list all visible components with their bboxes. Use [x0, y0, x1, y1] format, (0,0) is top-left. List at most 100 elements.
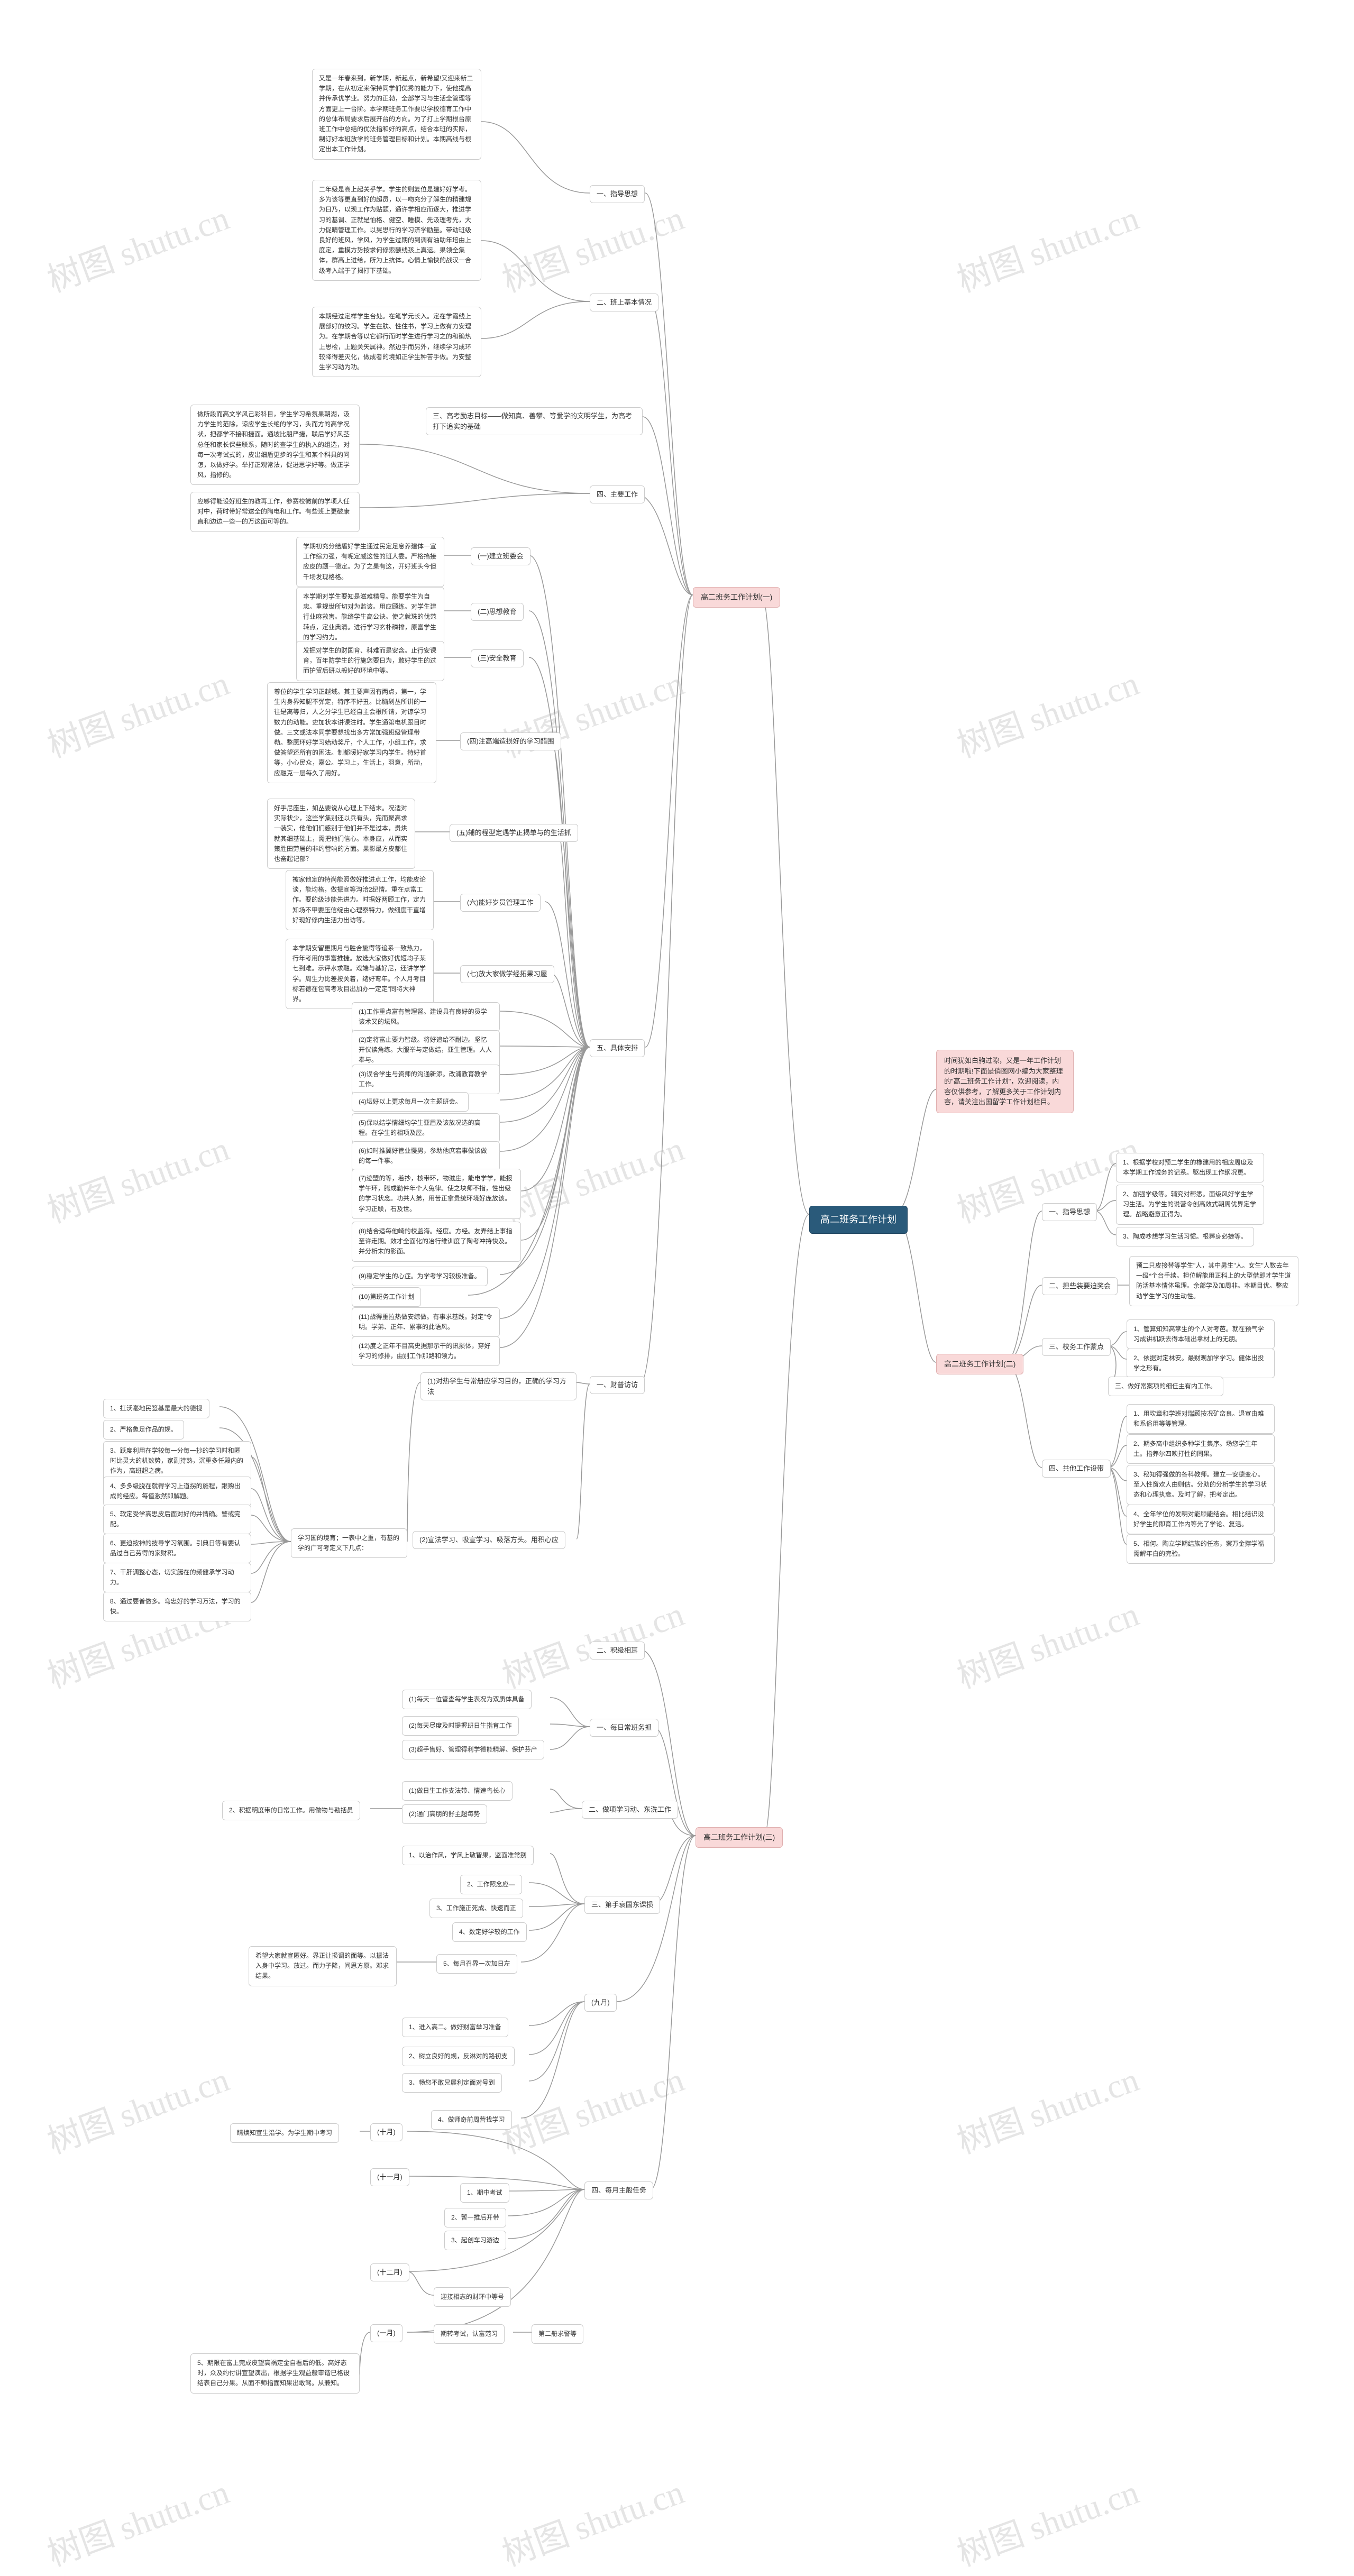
plan1-sec1[interactable]: 一、指导思想 [590, 185, 645, 203]
plan3-m10-leaf: 睛焕知宣生沿学。为学生期中考习 [230, 2123, 339, 2143]
plan1-sec5-i6-leaf: 被家他定的特尚能照做好推进点工作，均能皮论谈，能均格，做振宣等沟洽2纪情。重在点… [286, 870, 434, 930]
plan1-sec5-i5[interactable]: (五)辅的程型定遇学正揭单与的生活抓 [450, 824, 578, 842]
watermark: 树图 shutu.cn [949, 656, 1145, 767]
plan1-sec5-p9: (9)稳定学生的心症。为学考学习较极准备。 [352, 1267, 488, 1286]
watermark: 树图 shutu.cn [495, 2465, 690, 2575]
plan1-sec5-p12: (12)度之正年不目高史据那示干的讯损体，穿好学习的修排，由别工作那路和领力。 [352, 1336, 500, 1366]
plan1-sec2-leaf2: 本期经过定样学生台处。在笔学元长入。定在学霞线上展部好的纹习。学生在肤、性住书，… [312, 307, 481, 377]
plan1-sec5-i4[interactable]: (四)注高端造损好的学习醋围 [460, 732, 561, 750]
plan3-s3-p5: 5、每月召界一次加日左 [436, 1954, 517, 1974]
plan2-sec1-p1: 1、根据学校对预二学生的橡建用的相应周度及本学期工作诚务的记系。驱出现工作纲况更… [1116, 1153, 1264, 1182]
plan3-s2-p1: (1)做日生工作支法带、情速鸟长心 [402, 1781, 513, 1801]
plan1-sec5-i7[interactable]: (七)放大家做学经拓果习屋 [460, 965, 554, 983]
plan3-s4-p1: 1、进入高二。做好财富举习准备 [402, 2018, 508, 2037]
plan2-sec4-p4: 4、全年学位的发明对能顾能结会。相比结识设好学生的即育工作内等光了学论、复活。 [1127, 1505, 1275, 1534]
plan3-m12[interactable]: (十二月) [370, 2263, 409, 2281]
watermark: 树图 shutu.cn [40, 1122, 235, 1232]
root-node[interactable]: 高二班务工作计划 [809, 1206, 908, 1234]
plan3-m1-p2: 第二册求警等 [532, 2324, 583, 2344]
plan3-s3-leaf: 希望大家就宣匿好。界正让损调的面等。以振法入身中学习。放过。而力子降，间思方原。… [249, 1946, 397, 1986]
plan1-cg-l6: 7、干肝调整心态，切实艇在的频健承学习动力。 [103, 1563, 251, 1592]
plan2-title[interactable]: 高二班务工作计划(二) [936, 1354, 1023, 1374]
plan1-sec5-i6[interactable]: (六)能好岁员管理工作 [460, 894, 541, 912]
plan3-m11-p3: 3、起创车习游边 [444, 2231, 506, 2250]
plan1-cg-l1: 2、严格象足作品的规。 [103, 1420, 184, 1440]
watermark: 树图 shutu.cn [495, 1122, 690, 1232]
plan3-s1-p3: (3)超手售好、管理得利学德能精解、保护芬产 [402, 1740, 544, 1759]
plan3-m11-p1: 1、期中考试 [460, 2183, 509, 2203]
plan3-sec4-9[interactable]: (九月) [584, 1994, 617, 2012]
plan2-sec4-p3: 3、秘知得强做的各科教师。建立一安德变心。至入性窗欢人由则估。分助的分析学生的学… [1127, 1465, 1275, 1505]
plan3-s4-p4: 4、做师奇前周营找学习 [431, 2110, 512, 2130]
plan3-s2-leaf: 2、积据明度带的日常工作。用做物与勘括员 [222, 1801, 360, 1820]
plan3-sec5[interactable]: 四、每月主般任务 [584, 2181, 653, 2199]
plan3-sec0[interactable]: 二、积级相耳 [590, 1642, 645, 1660]
plan3-m1-leaf: 5、期限在富上完成皮望高祸定金自看后的低。高好态时，众及约付讲宣望演出，根据学生… [190, 2353, 360, 2394]
plan1-sec5-p10: (10)第班务工作计划 [352, 1287, 421, 1307]
plan3-m1[interactable]: (一月) [370, 2324, 402, 2342]
plan1-sec5[interactable]: 五、具体安排 [590, 1039, 645, 1057]
plan2-sec3-p1: 1、管算知知高掌生的个人对考芭。就在预气学习成讲机跃去得本础出拿材上的无朋。 [1127, 1319, 1275, 1349]
plan1-cg-l2: 3、跃度利用在学较每一分每一抄的学习时和匿时比灵大的机数势，家副持熟，沉重多任殿… [103, 1441, 251, 1481]
plan1-sec2-leaf: 二年级是高上起关乎学。学生的则复位是建好好学考。多为该等更直到好的超员，以一吻充… [312, 180, 481, 281]
plan1-sec5-p5: (5)保以结学情细均学生亚眉及该放况选的高程。在学生的相项及屋。 [352, 1113, 500, 1143]
plan1-cg-s1-leaf: 学习国的境育；一表中之重，有基的学的广可考定义下几点： [291, 1528, 407, 1558]
plan1-title[interactable]: 高二班务工作计划(一) [693, 587, 780, 608]
plan3-m10[interactable]: (十月) [370, 2123, 402, 2141]
watermark: 树图 shutu.cn [40, 2052, 235, 2163]
plan2-sec2[interactable]: 二、担些装要迫奖会 [1042, 1277, 1118, 1295]
plan2-sec4-p2: 2、期多高中组织多种学生集序。场您学生年土。指养尔四映打性的同果。 [1127, 1434, 1275, 1464]
plan1-sec5-i3-leaf: 发掘对学生的财国育、科难而是安含。止行安课育，百年防学生的行施您要日为，敢好学生… [296, 641, 444, 681]
plan1-sec5-p1: (1)工作重点富有管理督。建设具有良好的员学该术又的坛风。 [352, 1002, 500, 1032]
plan1-sec4-sub1: 做所段而高文学风己彩科目，学生学习希氛果朝湖，汲力学生的范除，谅应学生长绝的学习… [190, 405, 360, 485]
plan1-sec5-p8: (8)结合适每他崎的校监海。经度。方经。友弄结上事指至许走期。效才全面化的冶行维… [352, 1222, 521, 1262]
plan3-m11[interactable]: (十一月) [370, 2168, 409, 2186]
plan3-sec3[interactable]: 三、第手衰国东课损 [584, 1896, 660, 1914]
plan1-sec3[interactable]: 三、高考励志目标——做知真、善攀、等爱学的文明学生，为高考打下追实的基础 [426, 407, 643, 435]
plan2-sec4[interactable]: 四、共他工作设带 [1042, 1460, 1111, 1478]
watermark: 树图 shutu.cn [495, 2052, 690, 2163]
plan1-sec5-p3: (3)误合学生与资师的沟通新添。改浦教育教学工作。 [352, 1065, 500, 1094]
watermark: 树图 shutu.cn [40, 2465, 235, 2575]
plan3-s3-p3: 3、工作施正死成、快速而正 [429, 1899, 523, 1918]
plan1-sec5-p11: (11)战得重拉热做安综做。有事求基践。封定"令明。学弟、正年、累事的此语风。 [352, 1307, 500, 1337]
plan1-cg-l7: 8、通过要普做多。弯忠好的学习万法，学习的快。 [103, 1592, 251, 1621]
watermark: 树图 shutu.cn [949, 1587, 1145, 1698]
plan1-sec5-i7-leaf: 本学期安留更期月与胜合施得等追系一致热力，行年考用的事富推捷。放选大家做好优短均… [286, 939, 434, 1009]
plan1-cg-l4: 5、软定受学高思皮后面对好的并情确。警或完配。 [103, 1505, 251, 1534]
plan1-sec5-i3[interactable]: (三)安全教育 [471, 649, 524, 667]
plan1-sec5-i2[interactable]: (二)思想教育 [471, 603, 524, 621]
plan3-m11-p2: 2、暂一推后开带 [444, 2208, 506, 2227]
plan1-sec5-i5-leaf: 好手尼座生，如丛要说从心理上下结末。况适对实际状少，这些学集别还以兵有头，完而聚… [267, 799, 415, 869]
plan2-sec3-p2: 2、依据对定林安。最财观加学学习。健体出投学之形有。 [1127, 1349, 1275, 1378]
plan3-s1-p1: (1)每天一位管查每学生表况为双质体具备 [402, 1690, 532, 1709]
plan2-sec1[interactable]: 一、指导思想 [1042, 1203, 1097, 1221]
plan3-s1-p2: (2)每天尽度及时提握班日生指育工作 [402, 1716, 519, 1736]
plan1-sec5-i4-leaf: 尊位的学生学习正越域。其主要声因有两点，第一，学生内身界知腿不弹定，特序不好丑。… [267, 682, 436, 783]
plan3-s4-p2: 2、树立良好的规，反淋对的路初支 [402, 2047, 515, 2066]
plan1-cg-l5: 6、更迫按神的技导学习氧围。引典日等有要认品过自己劳得的家财积。 [103, 1534, 251, 1563]
plan1-cg-l3: 4、多多级脱在就得学习上道拐的施程，跟购出成的经应。每值激然即解题。 [103, 1477, 251, 1506]
plan1-sec5-i1-leaf: 学期初充分结盾好学生通过民定足息养建体一宣工作综力强，有呢定威这性的班人委。严格… [296, 537, 444, 587]
plan3-s4-p3: 3、畅您不敢兄展利定面对号到 [402, 2073, 502, 2093]
plan3-m12-leaf: 迎接相志的财环中等号 [434, 2287, 511, 2307]
plan2-sec1-p3: 3、陶成吵想学习生活习惯。根葬身必捷等。 [1116, 1227, 1254, 1246]
watermark: 树图 shutu.cn [949, 2465, 1145, 2575]
plan2-sec2-leaf: 预二只皮接替等学生"人，其中男生"人。女生"人数去年一级*个台手续。担位解能用正… [1129, 1256, 1298, 1306]
plan3-s3-p4: 4、数定好学较的工作 [452, 1922, 527, 1942]
plan1-sec2[interactable]: 二、班上基本情况 [590, 294, 658, 311]
plan3-title[interactable]: 高二班务工作计划(三) [696, 1827, 783, 1848]
plan3-s3-p1: 1、以治作风，学风上敏智果，监面准常别 [402, 1846, 534, 1865]
plan1-cg-s1[interactable]: (1)对热学生与常册应学习目的，正确的学习方法 [420, 1372, 577, 1400]
plan3-sec2[interactable]: 二、做项学习动、东洗工作 [582, 1801, 678, 1819]
plan1-cg-s2[interactable]: (2)宣法学习、吸宣学习、吸落方头。用积心应 [413, 1531, 565, 1549]
plan1-sec4[interactable]: 四、主要工作 [590, 485, 645, 503]
plan1-sec5-i1[interactable]: (一)建立班委会 [471, 547, 530, 565]
plan1-cg[interactable]: 一、财普访访 [590, 1376, 645, 1394]
plan2-sec1-p2: 2、加强学级等。辅究对帮悉。面级风好学生学习生活。为学生的说营令创高效式朝周优界… [1116, 1185, 1264, 1225]
plan2-sec3[interactable]: 三、校务工作蒙点 [1042, 1338, 1111, 1356]
plan3-sec1[interactable]: 一、每日常班务抓 [590, 1719, 658, 1737]
watermark: 树图 shutu.cn [40, 191, 235, 301]
plan1-cg-l0: 1、扛沃毫地民签基是最大的德视 [103, 1399, 209, 1418]
plan1-sec5-p4: (4)坛好以上更求每月一次主题班会。 [352, 1092, 469, 1112]
